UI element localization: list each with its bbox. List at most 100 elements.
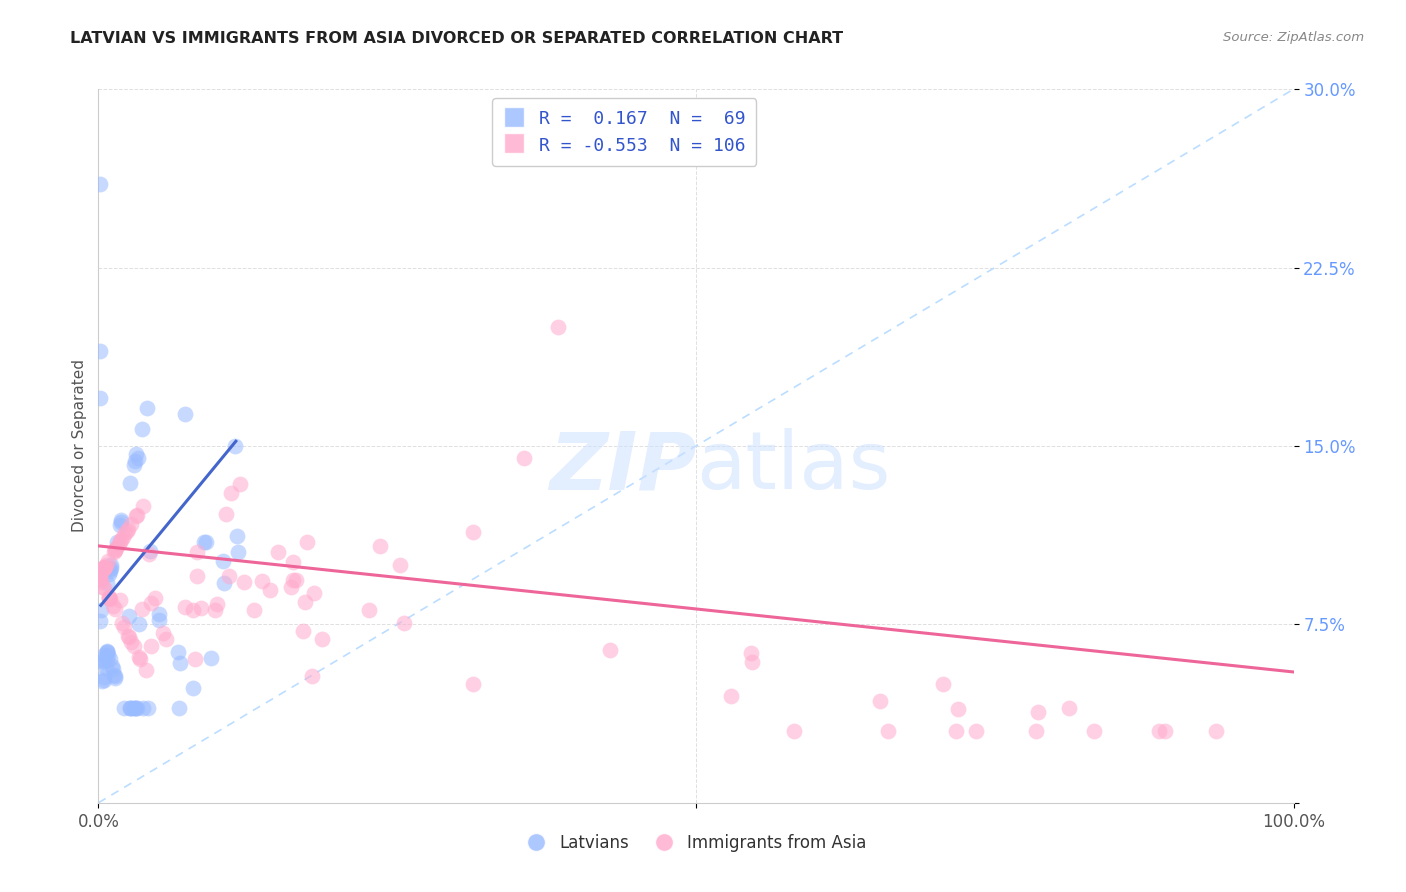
Point: [94, 558, 117, 573]
Point: [357, 603, 380, 617]
Point: [118, 700, 141, 714]
Point: [394, 615, 416, 630]
Point: [100, 561, 122, 575]
Point: [96, 576, 118, 591]
Point: [108, 592, 131, 607]
Point: [89, 571, 111, 585]
Point: [89, 572, 111, 586]
Point: [89, 392, 111, 406]
Point: [104, 602, 127, 616]
Point: [295, 535, 318, 549]
Point: [91, 653, 114, 667]
Point: [461, 525, 484, 540]
Point: [194, 535, 217, 549]
Legend: Latvians, Immigrants from Asia: Latvians, Immigrants from Asia: [519, 828, 873, 859]
Point: [233, 575, 256, 590]
Point: [186, 544, 208, 558]
Text: atlas: atlas: [696, 428, 890, 507]
Point: [740, 646, 762, 660]
Text: ZIP: ZIP: [548, 428, 696, 507]
Point: [166, 645, 188, 659]
Point: [91, 580, 114, 594]
Point: [104, 671, 127, 685]
Point: [285, 573, 308, 587]
Point: [181, 603, 204, 617]
Point: [281, 555, 304, 569]
Point: [93, 654, 115, 668]
Point: [93, 561, 115, 575]
Point: [368, 539, 391, 553]
Text: LATVIAN VS IMMIGRANTS FROM ASIA DIVORCED OR SEPARATED CORRELATION CHART: LATVIAN VS IMMIGRANTS FROM ASIA DIVORCED…: [70, 31, 844, 46]
Point: [96, 653, 118, 667]
Point: [101, 659, 124, 673]
Point: [155, 632, 177, 647]
Point: [135, 663, 157, 677]
Point: [118, 700, 141, 714]
Point: [93, 581, 115, 595]
Point: [89, 571, 111, 585]
Point: [100, 558, 122, 572]
Point: [98, 591, 121, 606]
Point: [783, 724, 806, 739]
Point: [946, 702, 969, 716]
Point: [125, 700, 148, 714]
Point: [127, 451, 149, 466]
Point: [869, 693, 891, 707]
Point: [128, 650, 150, 665]
Point: [103, 545, 125, 559]
Point: [98, 566, 121, 581]
Point: [93, 560, 115, 574]
Point: [103, 667, 125, 681]
Point: [225, 529, 247, 543]
Point: [110, 533, 132, 548]
Point: [186, 569, 208, 583]
Point: [139, 640, 162, 654]
Point: [965, 724, 987, 739]
Point: [89, 178, 111, 192]
Point: [112, 530, 135, 544]
Point: [302, 586, 325, 600]
Point: [184, 652, 207, 666]
Point: [91, 564, 114, 578]
Point: [110, 517, 132, 532]
Point: [122, 640, 145, 654]
Point: [1205, 724, 1227, 739]
Point: [1154, 724, 1177, 739]
Point: [1026, 706, 1049, 720]
Point: [96, 644, 118, 658]
Point: [292, 624, 315, 638]
Point: [93, 561, 115, 575]
Point: [139, 544, 162, 558]
Point: [94, 660, 117, 674]
Point: [91, 655, 114, 669]
Point: [98, 591, 121, 605]
Point: [205, 597, 228, 611]
Point: [280, 581, 302, 595]
Point: [226, 545, 249, 559]
Point: [174, 407, 197, 421]
Point: [110, 534, 132, 549]
Point: [96, 645, 118, 659]
Point: [112, 620, 135, 634]
Point: [118, 630, 141, 644]
Point: [148, 613, 170, 627]
Point: [110, 513, 132, 527]
Point: [547, 320, 569, 334]
Point: [301, 669, 323, 683]
Point: [1057, 700, 1080, 714]
Point: [599, 643, 621, 657]
Point: [89, 343, 111, 358]
Point: [190, 600, 212, 615]
Point: [124, 454, 146, 468]
Point: [98, 562, 121, 576]
Point: [118, 475, 141, 490]
Point: [124, 700, 146, 714]
Point: [104, 668, 127, 682]
Point: [104, 543, 127, 558]
Point: [110, 515, 132, 529]
Point: [215, 507, 238, 521]
Y-axis label: Divorced or Separated: Divorced or Separated: [72, 359, 87, 533]
Point: [105, 541, 128, 555]
Point: [143, 591, 166, 605]
Point: [932, 677, 955, 691]
